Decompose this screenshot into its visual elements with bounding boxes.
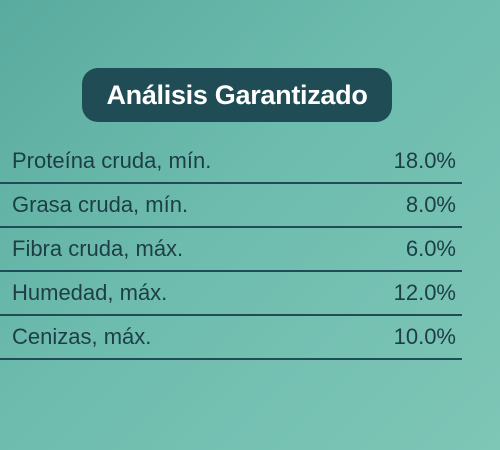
analysis-table: Proteína cruda, mín. 18.0% Grasa cruda, mí… [0,140,462,360]
title-badge: Análisis Garantizado [82,68,392,122]
nutrient-value: 12.0% [393,280,456,305]
nutrient-value: 6.0% [405,236,456,261]
nutrient-name: Grasa cruda, mín. [12,192,189,217]
table-row: Grasa cruda, mín. 8.0% [0,184,462,228]
nutrient-value: 18.0% [393,148,456,173]
nutrient-name: Proteína cruda, mín. [12,148,212,173]
table-row: Fibra cruda, máx. 6.0% [0,228,462,272]
nutrient-name: Cenizas, máx. [12,324,152,349]
table-row: Cenizas, máx. 10.0% [0,316,462,360]
nutrient-value: 10.0% [393,324,456,349]
table-row: Proteína cruda, mín. 18.0% [0,140,462,184]
nutrient-name: Humedad, máx. [12,280,168,305]
nutrient-name: Fibra cruda, máx. [12,236,184,261]
nutrient-value: 8.0% [405,192,456,217]
table-row: Humedad, máx. 12.0% [0,272,462,316]
